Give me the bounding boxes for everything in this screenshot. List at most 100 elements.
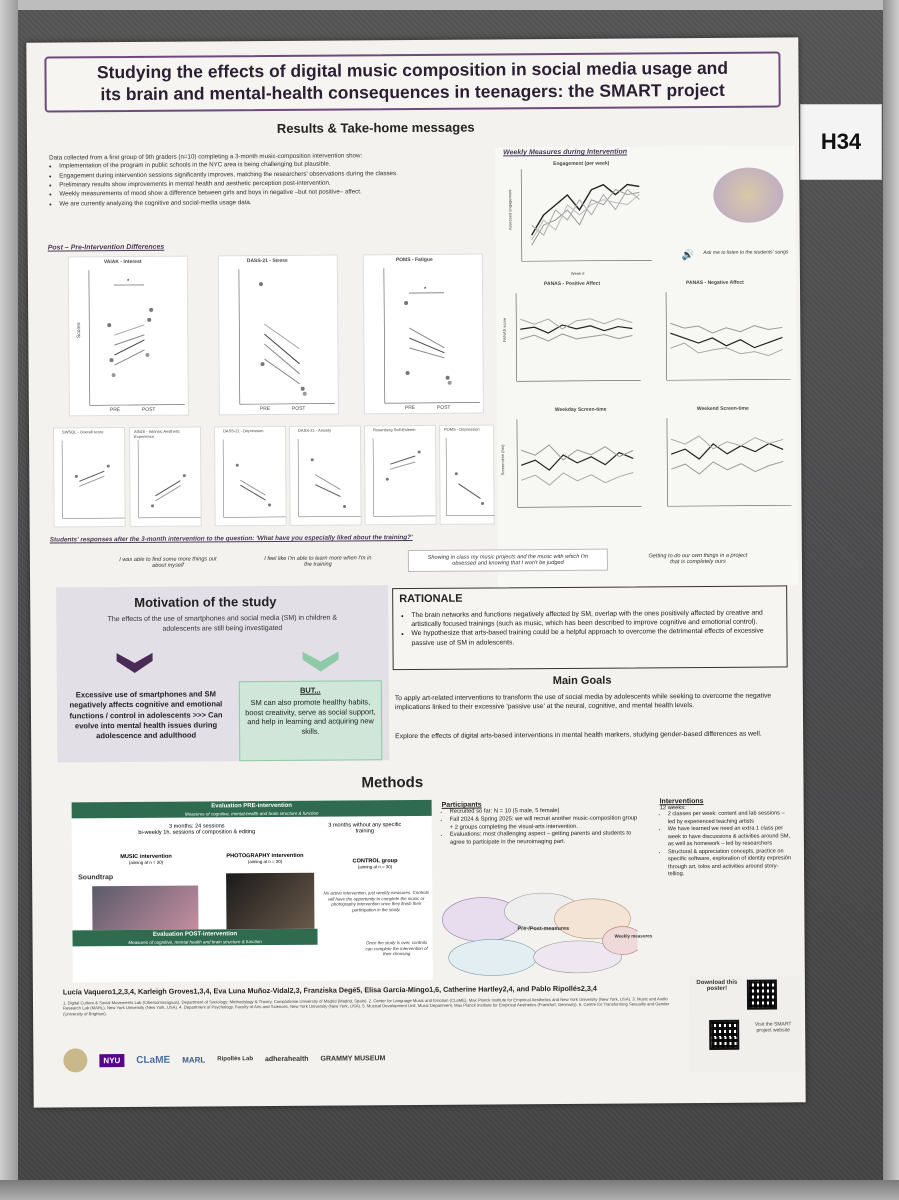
participants-item: Fall 2024 & Spring 2025: we will recruit… xyxy=(450,815,642,832)
results-bullet: We are currently analyzing the cognitive… xyxy=(59,197,489,208)
student-quotes: Students' responses after the 3-month in… xyxy=(48,534,788,582)
marl-logo: MARL xyxy=(182,1054,206,1065)
plot-stress-svg xyxy=(238,269,335,405)
motivation-section: Motivation of the study The effects of t… xyxy=(56,585,390,763)
eval-post-sub: Measures of cognitive, mental health and… xyxy=(128,939,262,946)
booth-tag: H34 xyxy=(800,104,882,180)
photo-intervention: PHOTOGRAPHY intervention (aiming at n = 3… xyxy=(210,853,320,865)
axis-post: POST xyxy=(291,405,306,412)
board-frame-top xyxy=(0,0,899,10)
motivation-left-text: Excessive use of smartphones and SM nega… xyxy=(69,689,223,741)
but-label: BUT... xyxy=(300,685,321,695)
small-plot-svg xyxy=(137,439,201,519)
goals-p1: To apply art-related interventions to tr… xyxy=(394,692,772,712)
qr-section: Download this poster! Visit the SMART pr… xyxy=(688,975,802,1073)
weekly-measures-panel: Weekly Measures during Intervention Enga… xyxy=(495,145,799,588)
student-quote: I was able to find some more things out … xyxy=(119,556,217,569)
interventions-item: Structural & appreciation concepts, prac… xyxy=(668,848,792,879)
axis-pre: PRE xyxy=(109,407,121,414)
eval-post-bar: Evaluation POST-intervention Measures of … xyxy=(72,928,318,947)
board-frame-bottom xyxy=(0,1180,899,1200)
screen-weekday-chart xyxy=(516,419,642,508)
small-plot-svg xyxy=(297,438,361,518)
control-sub: (aiming at n = 30) xyxy=(357,864,393,870)
week-label: Week # xyxy=(570,270,585,276)
ask-me-note: Ask me to listen to the students' songs xyxy=(703,249,789,256)
authors: Lucía Vaquero1,2,3,4, Karleigh Groves1,3… xyxy=(62,983,597,997)
interventions-item: We have learned we need an extra 1 class… xyxy=(668,825,792,849)
eval-pre-label: Evaluation PRE-intervention xyxy=(211,802,292,810)
authors-block: Lucía Vaquero1,2,3,4, Karleigh Groves1,3… xyxy=(63,983,683,1017)
arm2-head: 3 months without any specific training xyxy=(328,822,402,835)
screen-weekend-chart xyxy=(666,418,792,507)
students-heading: Students' responses after the 3-month in… xyxy=(49,534,413,544)
small-plot: SWSQL - Overall score xyxy=(52,427,126,528)
axis-pre: PRE xyxy=(259,406,271,413)
weekly-measures-label: Weekly measures xyxy=(614,933,653,939)
svg-text:*: * xyxy=(127,279,130,285)
goals-heading: Main Goals xyxy=(552,674,612,688)
main-goals-section: Main Goals To apply art-related interven… xyxy=(393,673,789,766)
visit-label: Visit the SMART project website xyxy=(754,1021,792,1034)
screen-weekend-title: Weekend Screen-time xyxy=(696,405,749,413)
small-plot: POMS - Depression xyxy=(438,424,495,525)
goals-p2: Explore the effects of digital arts-base… xyxy=(395,730,762,741)
small-plot-svg xyxy=(372,438,436,517)
panas-negative-title: PANAS - Negative Affect xyxy=(685,279,744,287)
motivation-right-box: BUT... SM can also promote healthy habit… xyxy=(238,680,383,762)
axis-pre: PRE xyxy=(404,405,416,412)
small-plot-title: DASS-21 - Depression xyxy=(222,428,264,434)
screen-ylabel: Screen time (hrs) xyxy=(499,444,506,476)
arm1: 3 months: 24 sessions bi-weekly 1h. sessi… xyxy=(122,823,272,836)
control-group: CONTROL group (aiming at n = 30) xyxy=(330,858,420,870)
clame-logo: CLaME xyxy=(136,1054,171,1066)
download-label: Download this poster! xyxy=(696,979,738,992)
small-plot: AIN16 - Intrinsic Aesthetic Experience xyxy=(128,426,202,527)
rationale-bullets: The brain networks and functions negativ… xyxy=(411,608,779,647)
student-quote: I feel like I'm able to learn more when … xyxy=(264,555,372,568)
plot-fatigue-svg: * xyxy=(383,268,480,404)
small-plot-title: Rosenberg Self-Esteem xyxy=(372,427,416,433)
plot-dass-stress: DASS-21 - Stress PRE POST xyxy=(217,254,339,416)
rationale-section: RATIONALE The brain networks and functio… xyxy=(392,585,788,671)
download-qr-code[interactable] xyxy=(746,979,778,1010)
pre-post-label: Pre-/Post-measures xyxy=(517,925,570,933)
motivation-right-text: SM can also promote healthy habits, boos… xyxy=(245,697,376,736)
rationale-bullet: We hypothesize that arts-based training … xyxy=(411,627,779,648)
music-intervention: MUSIC intervention (aiming at n = 30) xyxy=(86,853,206,865)
interventions-item: 2 classes per week: content and lab sess… xyxy=(668,810,792,826)
board-frame-right xyxy=(883,0,899,1200)
soundtrap-screenshot xyxy=(92,885,199,931)
adherahealth-logo: adherahealth xyxy=(264,1055,309,1063)
rationale-heading: RATIONALE xyxy=(399,592,463,606)
photo-int-sub: (aiming at n = 30) xyxy=(247,858,283,865)
panas-positive-title: PANAS - Positive Affect xyxy=(543,280,601,288)
soundtrap-logo: Soundtrap xyxy=(78,874,114,882)
post-pre-heading: Post – Pre-Intervention Differences xyxy=(47,243,165,252)
website-qr-code[interactable] xyxy=(709,1019,740,1050)
small-plot-title: SWSQL - Overall score xyxy=(61,429,104,435)
plot-vaiak-svg: * xyxy=(88,270,185,406)
board-frame-left xyxy=(0,0,18,1200)
panas-ylabel: PANAS score xyxy=(501,317,507,342)
tiktok-wordcloud-image xyxy=(713,167,784,223)
student-quote: Showing in class my music projects and t… xyxy=(407,548,608,573)
complutense-logo xyxy=(63,1048,88,1073)
photo-editing-screenshot xyxy=(226,872,315,930)
logos-row: NYU CLaME MARL Ripollés Lab adherahealth… xyxy=(63,1038,683,1078)
interventions-section: Interventions 12 weeks: 2 classes per we… xyxy=(660,797,793,879)
measures-diagram xyxy=(442,892,638,976)
music-int-sub: (aiming at n = 30) xyxy=(128,859,164,866)
svg-text:*: * xyxy=(424,287,427,293)
motivation-heading: Motivation of the study xyxy=(134,593,277,610)
arm1-sub: bi-weekly 1h. sessions of composition & … xyxy=(138,829,256,836)
screen-weekday-title: Weekday Screen-time xyxy=(554,406,607,414)
post-note: Once the study is over, controls can com… xyxy=(365,939,428,957)
motivation-intro: The effects of the use of smartphones an… xyxy=(107,614,338,633)
ripolles-lab-logo: Ripollés Lab xyxy=(217,1056,253,1063)
eval-post-label: Evaluation POST-intervention xyxy=(152,931,238,938)
methods-diagram: Evaluation PRE-intervention Measures of c… xyxy=(71,799,433,983)
control-note: No active intervention, just weekly meas… xyxy=(323,889,429,913)
axis-scores: Scores xyxy=(76,322,83,339)
results-heading: Results & Take-home messages xyxy=(276,119,475,136)
